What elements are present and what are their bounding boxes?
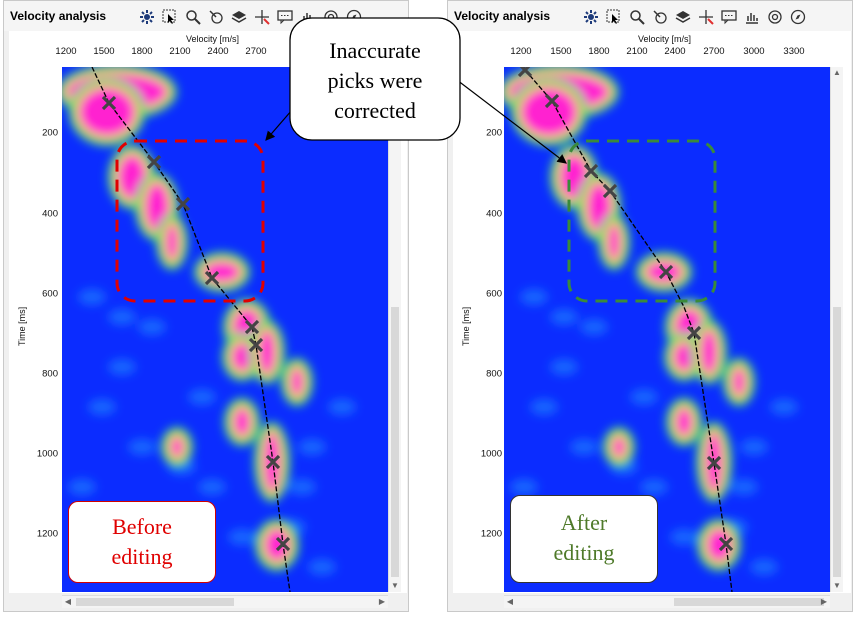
compass-icon[interactable] — [788, 7, 808, 27]
scroll-up-arrow[interactable]: ▲ — [833, 68, 841, 77]
caption-before-editing: Before editing — [68, 501, 216, 583]
x-tick-label: 3000 — [743, 46, 765, 57]
panel-titlebar: Velocity analysis — [448, 1, 852, 31]
vertical-scrollbar[interactable]: ▲ ▼ — [388, 67, 401, 592]
scroll-left-arrow[interactable]: ◀ — [506, 597, 514, 606]
zoom-icon[interactable] — [627, 7, 647, 27]
velocity-pick-marker — [686, 325, 702, 341]
vertical-scrollbar[interactable]: ▲ ▼ — [830, 67, 843, 592]
comment-icon[interactable] — [275, 7, 295, 27]
velocity-pick-marker — [265, 454, 281, 470]
caption-text: After editing — [553, 510, 615, 565]
chart-icon[interactable] — [742, 7, 762, 27]
x-tick-label: 1800 — [131, 46, 153, 57]
layers-icon[interactable] — [673, 7, 693, 27]
velocity-pick-marker — [718, 536, 734, 552]
x-tick-label: 2100 — [626, 46, 648, 57]
scroll-down-arrow[interactable]: ▼ — [391, 581, 399, 590]
x-tick-label: 1500 — [93, 46, 115, 57]
x-tick-label: 2100 — [169, 46, 191, 57]
compass-icon[interactable] — [344, 7, 364, 27]
chart-icon[interactable] — [298, 7, 318, 27]
x-tick-label: 1500 — [550, 46, 572, 57]
scroll-left-arrow[interactable]: ◀ — [64, 597, 72, 606]
gear-icon[interactable] — [581, 7, 601, 27]
caption-text: Before editing — [111, 514, 173, 569]
x-tick-label: 2400 — [664, 46, 686, 57]
velocity-pick-marker — [101, 95, 117, 111]
y-tick-label: 1000 — [480, 448, 502, 460]
toolbar — [581, 6, 808, 28]
callout-line: Inaccurate — [329, 38, 421, 63]
comment-icon[interactable] — [719, 7, 739, 27]
x-axis-label: Velocity [m/s] — [638, 34, 692, 44]
layers-icon[interactable] — [229, 7, 249, 27]
velocity-curve — [91, 67, 291, 592]
horizontal-scrollbar[interactable]: ◀ ▶ — [504, 595, 830, 608]
toolbar — [137, 6, 364, 28]
x-tick-label: 3300 — [783, 46, 805, 57]
pick-icon[interactable] — [650, 7, 670, 27]
velocity-pick-marker — [706, 455, 722, 471]
x-tick-label: 1800 — [588, 46, 610, 57]
panel-title: Velocity analysis — [454, 9, 551, 23]
x-tick-label: 2700 — [245, 46, 267, 57]
scroll-thumb[interactable] — [391, 307, 399, 577]
y-tick-label: 800 — [42, 368, 58, 380]
y-axis-label: Time [ms] — [461, 306, 471, 346]
panel-title: Velocity analysis — [10, 9, 107, 23]
callout-line: corrected — [334, 98, 416, 123]
caption-after-editing: After editing — [510, 495, 658, 583]
y-tick-label: 400 — [486, 208, 502, 220]
zoom-icon[interactable] — [183, 7, 203, 27]
x-axis-label: Velocity [m/s] — [186, 34, 240, 44]
velocity-pick-marker — [248, 337, 264, 353]
x-tick-label: 1200 — [55, 46, 77, 57]
y-tick-label: 1200 — [480, 528, 502, 540]
y-axis-label: Time [ms] — [17, 306, 27, 346]
y-tick-label: 800 — [486, 368, 502, 380]
select-icon[interactable] — [604, 7, 624, 27]
velocity-pick-marker — [244, 319, 260, 335]
y-tick-label: 600 — [486, 288, 502, 300]
gear-icon[interactable] — [137, 7, 157, 27]
y-tick-label: 200 — [42, 127, 58, 139]
horizontal-scrollbar[interactable]: ◀ ▶ — [62, 595, 388, 608]
x-tick-label: 2700 — [703, 46, 725, 57]
x-tick-label: 2400 — [207, 46, 229, 57]
pick-icon[interactable] — [206, 7, 226, 27]
panel-titlebar: Velocity analysis — [4, 1, 408, 31]
y-tick-label: 400 — [42, 208, 58, 220]
callout-text-block: Inaccurate picks were corrected — [290, 36, 460, 126]
y-tick-label: 600 — [42, 288, 58, 300]
select-icon[interactable] — [160, 7, 180, 27]
scroll-thumb[interactable] — [833, 307, 841, 577]
scroll-down-arrow[interactable]: ▼ — [833, 581, 841, 590]
y-tick-label: 1000 — [36, 448, 58, 460]
y-tick-label: 200 — [486, 127, 502, 139]
crosshair-icon[interactable] — [696, 7, 716, 27]
scroll-right-arrow[interactable]: ▶ — [820, 597, 828, 606]
x-tick-label: 1200 — [510, 46, 532, 57]
velocity-pick-marker — [517, 67, 533, 78]
y-tick-label: 1200 — [36, 528, 58, 540]
scroll-right-arrow[interactable]: ▶ — [378, 597, 386, 606]
scroll-thumb[interactable] — [674, 598, 824, 606]
crosshair-icon[interactable] — [252, 7, 272, 27]
target-icon[interactable] — [765, 7, 785, 27]
callout-line: picks were — [327, 68, 423, 93]
scroll-thumb[interactable] — [76, 598, 234, 606]
target-icon[interactable] — [321, 7, 341, 27]
velocity-pick-marker — [275, 536, 291, 552]
